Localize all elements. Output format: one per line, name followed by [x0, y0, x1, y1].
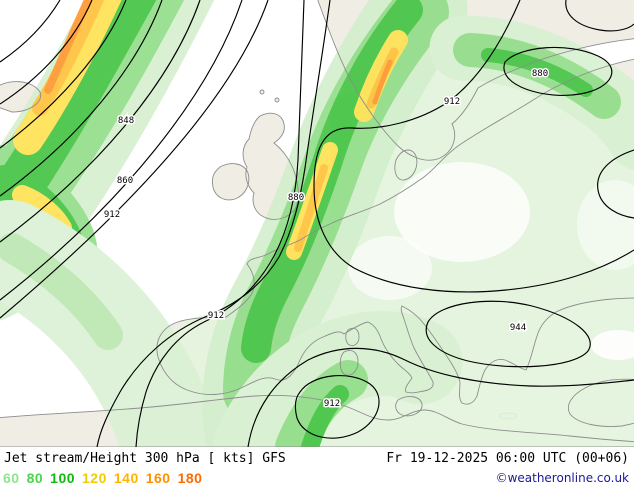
scale-value-180: 180	[177, 470, 203, 486]
jet-stream-layer	[0, 0, 634, 447]
legend-row: 60 80 100 120 140 160 180 ©weatheronline.co.uk	[0, 466, 634, 487]
map-area: 848 860 912 880 912 880 912 944 912	[0, 0, 634, 447]
scale-value-80: 80	[26, 470, 44, 486]
contour-label: 860	[117, 176, 133, 186]
contour-label: 880	[288, 193, 304, 203]
scale-value-100: 100	[50, 470, 76, 486]
map-title: Jet stream/Height 300 hPa [ kts] GFS	[4, 451, 286, 466]
shetland-islands	[274, 97, 280, 103]
faroe-islands	[259, 89, 265, 95]
contour-labels: 848 860 912 880 912 880 912 944 912	[102, 68, 549, 411]
contour-layer	[0, 0, 634, 447]
contour-label: 848	[118, 116, 134, 126]
caption-row: Jet stream/Height 300 hPa [ kts] GFS Fr …	[0, 447, 634, 466]
scale-value-120: 120	[82, 470, 107, 486]
contour-label: 912	[324, 399, 340, 409]
contour-label: 880	[532, 69, 548, 79]
jet-stream-map: 848 860 912 880 912 880 912 944 912	[0, 0, 634, 447]
map-datetime: Fr 19-12-2025 06:00 UTC (00+06)	[386, 451, 629, 466]
scale-value-60: 60	[3, 470, 20, 486]
scale-value-140: 140	[113, 470, 139, 486]
contour-label: 912	[208, 311, 224, 321]
map-footer: Jet stream/Height 300 hPa [ kts] GFS Fr …	[0, 447, 634, 490]
contour-label: 944	[510, 323, 526, 333]
copyright-text: ©weatheronline.co.uk	[495, 471, 629, 485]
wind-speed-scale: 60 80 100 120 140 160 180	[3, 468, 209, 487]
contour-label: 912	[444, 97, 460, 107]
scale-value-160: 160	[145, 470, 171, 486]
contour-label: 912	[104, 210, 120, 220]
